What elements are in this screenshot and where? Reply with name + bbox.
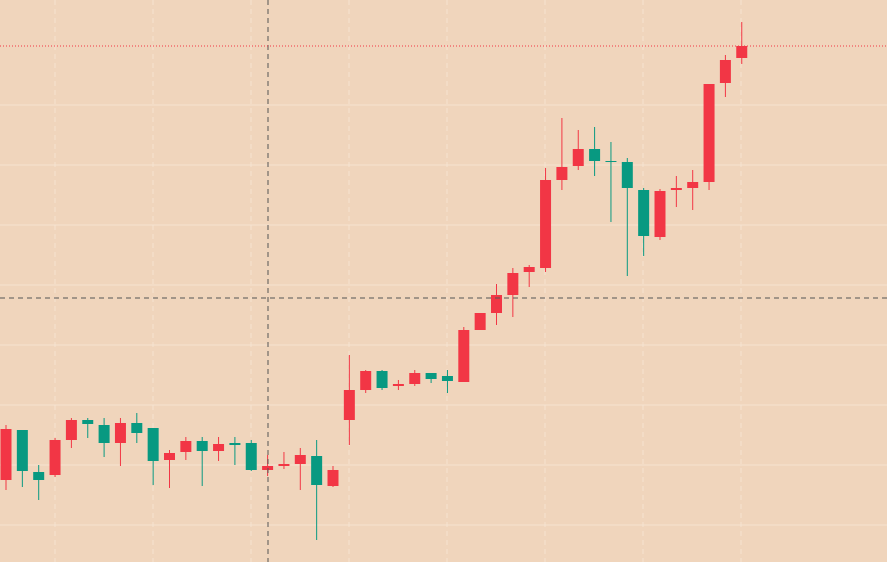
candle-body <box>82 420 94 424</box>
candle-body <box>507 273 519 295</box>
candle-body <box>33 472 45 480</box>
candle-body <box>245 443 257 470</box>
candle-body <box>540 180 552 268</box>
candle-body <box>229 443 241 445</box>
candle-body <box>278 464 290 466</box>
candle-body <box>0 429 12 480</box>
candle-body <box>638 190 650 236</box>
candle-body <box>360 371 372 390</box>
candle-body <box>736 46 748 58</box>
candle-body <box>589 149 601 161</box>
candle-body <box>327 470 339 486</box>
candle-body <box>474 313 486 330</box>
candle-body <box>654 191 666 237</box>
candle-body <box>491 295 502 313</box>
candle-body <box>16 430 28 471</box>
candle-body <box>392 384 404 386</box>
candle-body <box>343 390 355 420</box>
candle-body <box>294 455 306 464</box>
candle-body <box>180 441 192 452</box>
candle-body <box>213 444 225 451</box>
candle-body <box>703 84 715 182</box>
candle-body <box>49 440 61 475</box>
candle-body <box>572 149 584 166</box>
candle-body <box>441 376 453 381</box>
candle-body <box>65 420 77 440</box>
candle-body <box>670 188 682 190</box>
candle-body <box>114 423 126 443</box>
candle-body <box>147 428 159 461</box>
candles <box>0 22 748 540</box>
candle-body <box>719 60 731 83</box>
candle-body <box>196 441 208 451</box>
candle-body <box>458 330 470 382</box>
candle-body <box>687 182 699 188</box>
candle-body <box>98 425 110 443</box>
candle-body <box>164 453 175 460</box>
candle-body <box>409 373 421 384</box>
candle-body <box>131 423 143 433</box>
candle-body <box>621 162 633 188</box>
candle-body <box>376 371 388 388</box>
candle-body <box>311 456 323 485</box>
candle-body <box>556 167 568 180</box>
candle-body <box>425 373 437 379</box>
candle-body <box>605 161 617 162</box>
candle-body <box>523 267 535 272</box>
